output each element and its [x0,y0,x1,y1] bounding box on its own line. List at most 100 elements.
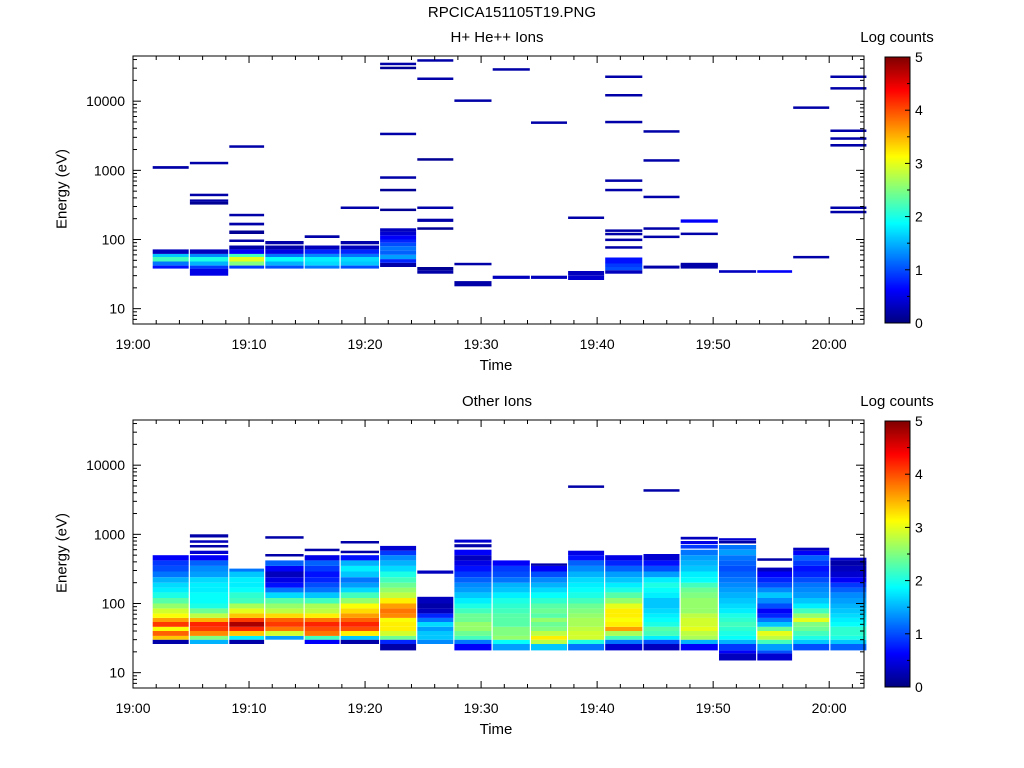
heatmap-cell [380,250,417,255]
heatmap-cell [304,577,340,583]
x-tick-label: 19:30 [464,700,499,716]
heatmap-cell [189,540,229,543]
heatmap-cell [492,626,530,631]
heatmap-cell [380,582,417,588]
heatmap-cell [454,565,492,572]
heatmap-cell [568,644,605,651]
heatmap-cell [265,608,304,614]
colorbar-tick-label: 1 [915,262,923,278]
heatmap-cell [605,267,643,271]
heatmap-cell [605,577,643,583]
heatmap-cell [719,545,757,550]
heatmap-cell [380,587,417,593]
figure-title: RPCICA151105T19.PNG [427,4,597,21]
heatmap-cell [265,577,304,583]
heatmap-cell [152,265,189,269]
heatmap-cell [454,598,492,604]
heatmap-cell [380,577,417,583]
heatmap-cell [189,608,229,614]
heatmap-cell [492,560,530,566]
heatmap-cell [189,587,229,593]
heatmap-cell [340,613,379,618]
heatmap-cell [189,577,229,583]
heatmap-cell [492,577,530,583]
heatmap-cell [531,587,567,593]
heatmap-cell [830,560,867,566]
heatmap-cell [152,635,189,640]
heatmap-cell [757,592,793,598]
heatmap-cell [793,547,830,551]
heatmap-cell [757,644,793,651]
heatmap-cell [793,626,830,631]
heatmap-cell [229,213,265,217]
x-axis-hplus: 19:00 19:10 19:20 19:30 19:40 19:50 20:00 [115,56,853,352]
heatmap-cell [793,577,830,583]
heatmap-cell [643,565,680,572]
heatmap-cell [380,622,417,627]
heatmap-cell [152,592,189,598]
heatmap-cell [189,639,229,644]
heatmap-cell [757,571,793,578]
heatmap-cell [719,650,757,654]
heatmap-cell [605,232,643,236]
heatmap-cell [830,206,867,209]
heatmap-cell [605,626,643,631]
heatmap-cell [340,639,379,644]
heatmap-cell [568,571,605,578]
heatmap-cell [189,635,229,640]
heatmap-cell [229,587,265,593]
heatmap-cell [793,587,830,593]
heatmap-cell [454,613,492,618]
heatmap-cell [304,592,340,598]
heatmap-cell [380,617,417,622]
heatmap-cell [229,598,265,604]
heatmap-cell [340,582,379,588]
y-tick-label: 1000 [94,162,125,178]
heatmap-cell [830,87,867,90]
heatmap-cell [568,271,605,276]
heatmap-cell [568,587,605,593]
colorbar-tick-label: 2 [915,573,923,589]
heatmap-cell [605,555,643,561]
heatmap-cell [643,587,680,593]
heatmap-cell [680,555,718,561]
heatmap-cell [719,592,757,598]
heatmap-cell [757,603,793,609]
heatmap-cell [189,565,229,572]
heatmap-cell [380,598,417,604]
colorbar-tick-label: 5 [915,49,923,65]
heatmap-cell [265,261,304,266]
heatmap-cell [380,62,417,66]
heatmap-cell [719,541,757,544]
heatmap-cell [757,582,793,588]
heatmap-cell [189,256,229,262]
colorbar-gradient [884,420,911,688]
heatmap-cell [380,66,417,70]
heatmap-cell [454,555,492,561]
heatmap-cell [830,137,867,140]
colorbar-hplus: 0 1 2 3 4 5 [884,49,923,331]
heatmap-cell [152,613,189,618]
heatmap-cell [304,548,340,552]
heatmap-cell [229,582,265,588]
heatmap-cell [680,560,718,566]
heatmap-cell [265,592,304,598]
heatmap-cell [417,631,454,636]
heatmap-cell [189,560,229,566]
y-axis-label-hplus: Energy (eV) [53,148,71,230]
heatmap-cell [492,608,530,614]
heatmap-cell [568,603,605,609]
heatmap-cell [265,565,304,572]
heatmap-cell [719,626,757,631]
heatmap-cell [643,613,680,618]
heatmap-cell [265,587,304,593]
heatmap-cell [568,555,605,561]
heatmap-cell [304,245,340,250]
heatmap-cell [229,592,265,598]
heatmap-cell [605,582,643,588]
x-tick-label: 19:30 [464,336,499,352]
heatmap-cell [265,635,304,640]
heatmap-cell [492,275,530,279]
heatmap-cell [643,639,680,644]
heatmap-cell [417,622,454,627]
